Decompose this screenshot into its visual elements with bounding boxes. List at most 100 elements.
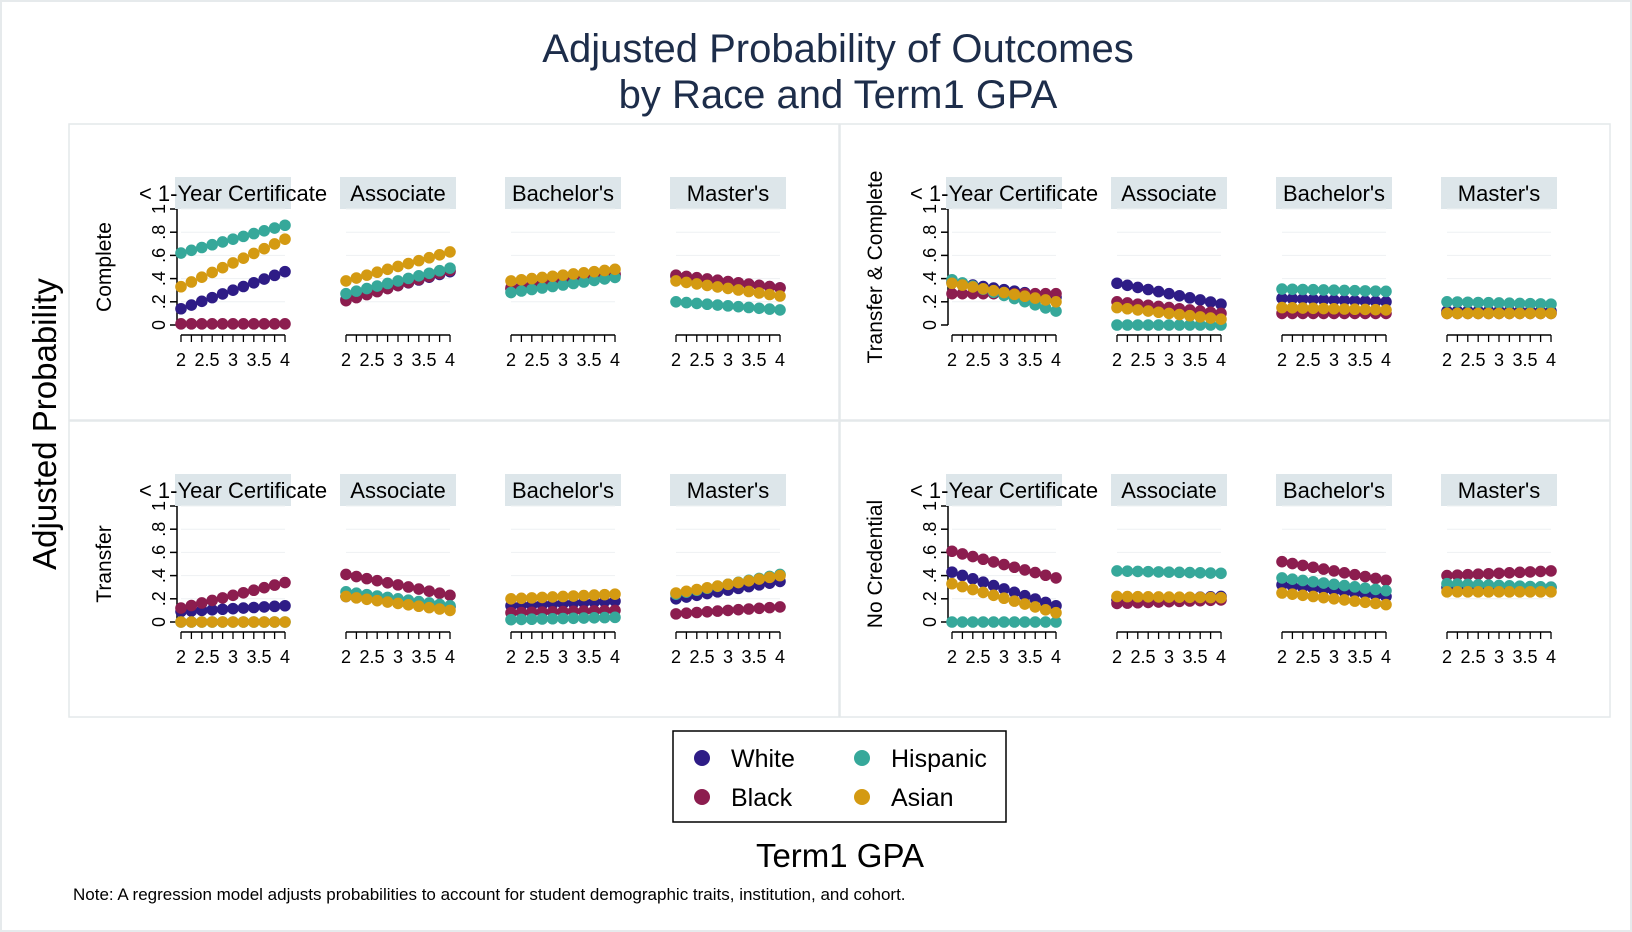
x-tick-label: 4	[1051, 350, 1061, 370]
x-tick-label: 4	[1546, 350, 1556, 370]
point-asian-complete-master-s	[711, 281, 724, 293]
point-hispanic-transfer-complete-1-year-certificate	[1039, 302, 1052, 314]
point-asian-complete-bachelor-s	[526, 272, 538, 285]
point-white-no-credential-1-year-certificate	[956, 569, 969, 582]
point-asian-complete-master-s	[753, 287, 765, 299]
point-hispanic-no-credential-1-year-certificate	[977, 616, 989, 628]
point-asian-transfer-1-year-certificate	[279, 616, 291, 628]
x-tick-label: 2	[341, 647, 351, 667]
strip-header-1-year-certificate	[946, 474, 1062, 506]
point-asian-no-credential-1-year-certificate	[967, 583, 979, 596]
point-hispanic-no-credential-bachelor-s	[1359, 582, 1371, 594]
point-asian-transfer-master-s	[753, 573, 765, 585]
point-asian-transfer-complete-master-s	[1493, 307, 1505, 320]
y-tick-label: .4	[920, 271, 940, 286]
point-hispanic-no-credential-1-year-certificate	[1050, 616, 1062, 628]
point-asian-transfer-bachelor-s	[515, 592, 528, 605]
point-hispanic-transfer-complete-bachelor-s	[1349, 284, 1361, 297]
point-black-transfer-1-year-certificate	[237, 586, 250, 599]
point-white-transfer-1-year-certificate	[237, 602, 250, 614]
point-asian-transfer-associate	[340, 590, 352, 603]
point-asian-no-credential-master-s	[1514, 586, 1526, 598]
x-tick-label: 3	[1329, 350, 1339, 370]
x-tick-label: 2	[947, 647, 957, 667]
point-black-complete-1-year-certificate	[206, 318, 218, 330]
point-black-transfer-complete-1-year-certificate	[946, 287, 958, 300]
point-black-no-credential-master-s	[1441, 569, 1453, 582]
point-asian-no-credential-associate	[1111, 590, 1123, 603]
point-black-transfer-1-year-certificate	[216, 592, 229, 604]
point-white-transfer-1-year-certificate	[258, 601, 271, 613]
point-hispanic-complete-bachelor-s	[609, 271, 621, 284]
point-black-no-credential-master-s	[1493, 567, 1505, 580]
point-black-no-credential-bachelor-s	[1328, 565, 1340, 577]
point-asian-complete-master-s	[680, 276, 693, 289]
x-tick-label: 2	[506, 647, 516, 667]
point-hispanic-complete-associate	[433, 264, 446, 277]
legend-label-asian: Asian	[891, 784, 954, 812]
point-black-transfer-associate	[340, 568, 352, 581]
point-asian-complete-1-year-certificate	[185, 276, 198, 288]
point-white-no-credential-1-year-certificate	[967, 573, 979, 585]
x-tick-label: 2.5	[1460, 647, 1485, 667]
x-tick-label: 2	[506, 350, 516, 370]
subplot-complete-1-year-certificate: < 1-Year Certificate 2 2.5 3 3.5 4	[139, 177, 327, 370]
point-hispanic-no-credential-bachelor-s	[1380, 584, 1392, 597]
point-black-no-credential-master-s	[1514, 566, 1526, 579]
point-white-complete-1-year-certificate	[185, 299, 198, 311]
point-asian-no-credential-associate	[1132, 590, 1144, 603]
point-black-transfer-1-year-certificate	[268, 579, 281, 591]
point-hispanic-transfer-complete-master-s	[1441, 296, 1453, 308]
point-asian-no-credential-associate	[1173, 591, 1186, 603]
point-asian-transfer-complete-bachelor-s	[1328, 302, 1340, 315]
x-tick-label: 3.5	[1017, 647, 1042, 667]
point-hispanic-transfer-complete-master-s	[1524, 297, 1536, 310]
point-asian-transfer-complete-associate	[1204, 312, 1217, 324]
point-black-transfer-associate	[444, 589, 456, 602]
point-black-transfer-associate	[381, 576, 394, 589]
point-hispanic-no-credential-master-s	[1441, 577, 1453, 590]
point-asian-no-credential-associate	[1194, 591, 1206, 604]
point-asian-no-credential-associate	[1184, 591, 1196, 604]
point-asian-transfer-complete-1-year-certificate	[956, 279, 969, 291]
point-white-transfer-1-year-certificate	[206, 604, 218, 616]
point-asian-no-credential-1-year-certificate	[956, 580, 969, 593]
point-hispanic-complete-associate	[423, 267, 436, 280]
y-tick-label: .8	[920, 522, 940, 537]
point-hispanic-no-credential-associate	[1121, 565, 1134, 577]
point-hispanic-no-credential-1-year-certificate	[946, 616, 958, 628]
point-hispanic-transfer-complete-bachelor-s	[1307, 283, 1319, 296]
point-hispanic-complete-1-year-certificate	[279, 219, 291, 232]
y-tick-label: 0	[149, 617, 169, 627]
point-hispanic-transfer-complete-bachelor-s	[1297, 283, 1309, 296]
y-tick-label: .6	[149, 545, 169, 560]
point-asian-no-credential-bachelor-s	[1359, 596, 1371, 609]
strip-header-master-s	[670, 474, 786, 506]
x-tick-label: 3	[393, 647, 403, 667]
point-black-no-credential-master-s	[1482, 567, 1495, 580]
point-black-transfer-master-s	[691, 606, 703, 619]
point-hispanic-no-credential-bachelor-s	[1307, 575, 1319, 588]
point-black-no-credential-master-s	[1503, 567, 1516, 579]
point-asian-complete-master-s	[774, 290, 786, 302]
x-tick-label: 3	[723, 350, 733, 370]
x-tick-label: 4	[280, 647, 290, 667]
point-black-transfer-1-year-certificate	[175, 602, 187, 614]
point-hispanic-complete-bachelor-s	[505, 286, 517, 299]
x-tick-label: 2	[1112, 647, 1122, 667]
x-tick-label: 3.5	[246, 647, 271, 667]
point-asian-complete-bachelor-s	[515, 273, 528, 286]
strip-label-bachelor-s: Bachelor's	[512, 181, 614, 206]
point-black-complete-1-year-certificate	[258, 318, 271, 330]
point-asian-transfer-complete-associate	[1152, 306, 1165, 319]
point-asian-transfer-bachelor-s	[609, 588, 621, 600]
point-asian-transfer-complete-associate	[1121, 302, 1134, 315]
subplot-no-credential-associate: Associate 2 2.5 3 3.5 4	[1111, 474, 1227, 667]
point-asian-transfer-complete-master-s	[1534, 307, 1547, 320]
point-black-transfer-master-s	[711, 605, 724, 617]
point-black-no-credential-1-year-certificate	[998, 558, 1010, 571]
point-black-transfer-1-year-certificate	[279, 576, 291, 589]
point-asian-complete-associate	[444, 246, 456, 258]
